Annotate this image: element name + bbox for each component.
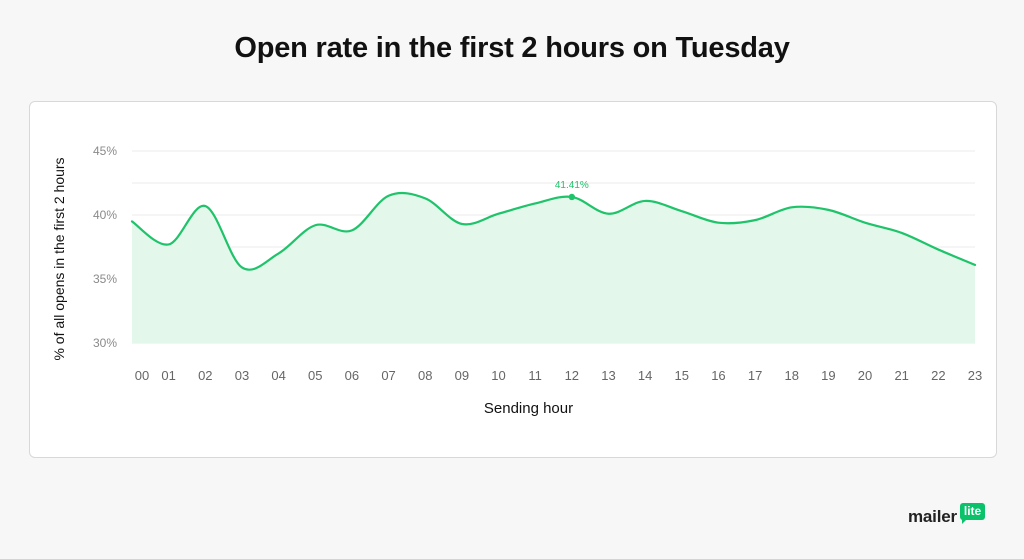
- x-tick-label: 17: [748, 368, 762, 383]
- mailerlite-logo: mailer lite: [908, 503, 986, 529]
- x-tick-label: 09: [455, 368, 469, 383]
- y-axis-label: % of all opens in the first 2 hours: [51, 157, 67, 360]
- x-tick-label: 13: [601, 368, 615, 383]
- x-tick-label: 07: [381, 368, 395, 383]
- x-tick-label: 19: [821, 368, 835, 383]
- x-tick-label: 18: [785, 368, 799, 383]
- x-tick-label: 04: [271, 368, 285, 383]
- logo-word: mailer: [908, 507, 957, 526]
- x-tick-label: 15: [675, 368, 689, 383]
- peak-label: 41.41%: [555, 180, 589, 191]
- x-tick-label: 12: [565, 368, 579, 383]
- series-line: [130, 191, 977, 271]
- x-tick-label: 03: [235, 368, 249, 383]
- x-tick-label: 16: [711, 368, 725, 383]
- area-fill: [132, 193, 975, 343]
- x-tick-label: 06: [345, 368, 359, 383]
- x-tick-label: 14: [638, 368, 652, 383]
- y-tick-label: 35%: [93, 272, 117, 286]
- x-tick-label: 20: [858, 368, 872, 383]
- x-tick-label: 02: [198, 368, 212, 383]
- y-tick-label: 40%: [93, 208, 117, 222]
- x-axis-label: Sending hour: [484, 400, 573, 417]
- x-tick-label: 21: [894, 368, 908, 383]
- area-chart: 30% 35% 40% 45% 00 01 02 03 04 05 06 07 08 09 10 11 12 13…: [51, 144, 982, 417]
- x-tick-label: 10: [491, 368, 505, 383]
- x-tick-label: 00: [135, 368, 149, 383]
- x-tick-label: 23: [968, 368, 982, 383]
- y-tick-label: 45%: [93, 144, 117, 158]
- logo-badge: lite: [959, 503, 986, 524]
- x-tick-label: 11: [528, 368, 542, 383]
- x-tick-label: 01: [161, 368, 175, 383]
- x-tick-label: 05: [308, 368, 322, 383]
- page-title: Open rate in the first 2 hours on Tuesda…: [234, 32, 790, 64]
- y-tick-label: 30%: [93, 336, 117, 350]
- x-tick-label: 22: [931, 368, 945, 383]
- peak-marker: [568, 193, 576, 201]
- chart-card: 30% 35% 40% 45% 00 01 02 03 04 05 06 07 08 09 10 11 12 13…: [29, 101, 997, 458]
- x-tick-label: 08: [418, 368, 432, 383]
